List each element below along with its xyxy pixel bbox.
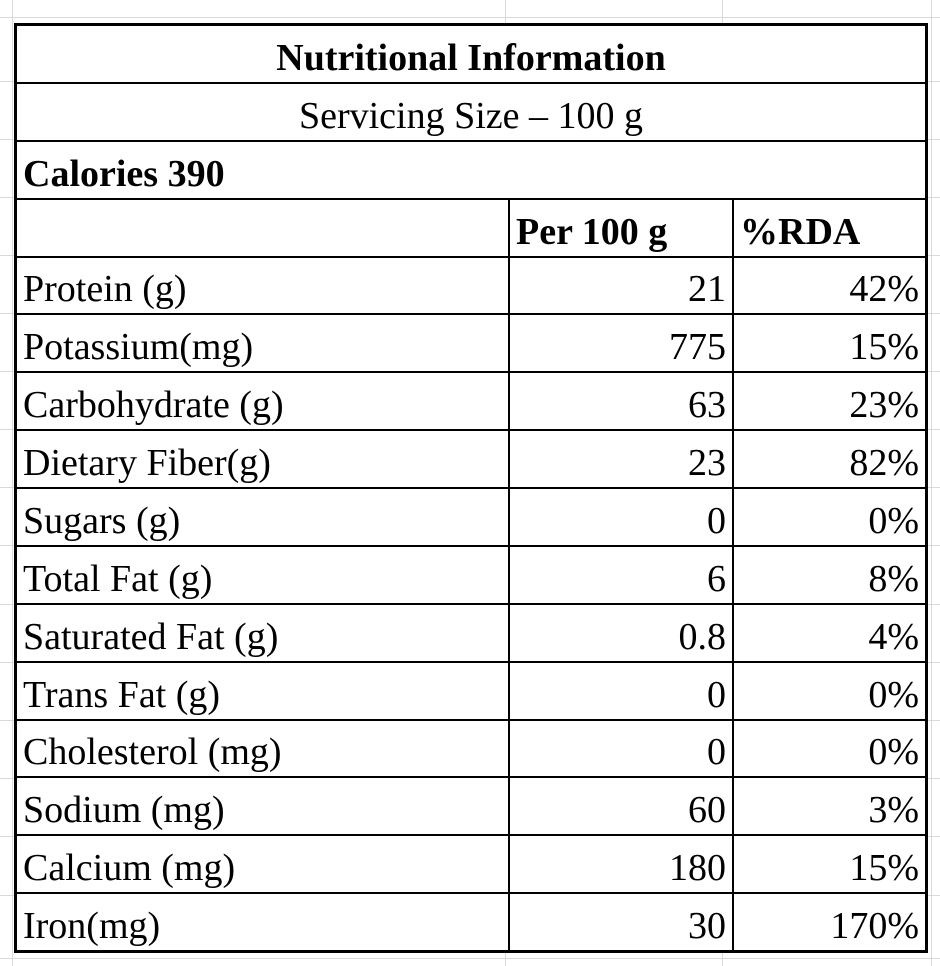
- nutrient-label-cell[interactable]: Cholesterol (mg): [17, 720, 508, 777]
- nutrient-label-cell[interactable]: Iron(mg): [17, 894, 508, 950]
- nutrient-amount-cell[interactable]: 60: [510, 778, 732, 835]
- nutrient-amount-cell[interactable]: 6: [510, 546, 732, 603]
- nutrient-amount-cell[interactable]: 30: [510, 894, 732, 950]
- nutrient-amount-cell[interactable]: 63: [510, 373, 732, 430]
- nutrient-amount-cell[interactable]: 775: [510, 315, 732, 372]
- nutrient-rda-cell[interactable]: 82%: [734, 431, 925, 487]
- nutrient-label-cell[interactable]: Carbohydrate (g): [17, 373, 508, 430]
- gridline-horizontal: [0, 17, 940, 18]
- nutrient-label-cell[interactable]: Trans Fat (g): [17, 662, 508, 719]
- nutrient-rda-cell[interactable]: 0%: [734, 662, 925, 719]
- nutrient-amount-cell[interactable]: 0: [510, 489, 732, 545]
- nutrient-amount-cell[interactable]: 21: [510, 257, 732, 314]
- nutrient-rda-cell[interactable]: 15%: [734, 836, 925, 893]
- nutrient-rda-cell[interactable]: 42%: [734, 257, 925, 314]
- nutrient-label-cell[interactable]: Sodium (mg): [17, 778, 508, 835]
- nutrient-rda-cell[interactable]: 0%: [734, 720, 925, 777]
- nutrient-label-cell[interactable]: Saturated Fat (g): [17, 604, 508, 661]
- header-empty-cell[interactable]: [17, 199, 508, 256]
- nutrient-label-cell[interactable]: Dietary Fiber(g): [17, 431, 508, 487]
- nutrient-label-cell[interactable]: Protein (g): [17, 257, 508, 314]
- nutrient-amount-cell[interactable]: 23: [510, 431, 732, 487]
- nutrient-rda-cell[interactable]: 8%: [734, 546, 925, 603]
- nutrient-label-cell[interactable]: Sugars (g): [17, 489, 508, 545]
- calories-cell[interactable]: Calories 390: [17, 141, 925, 198]
- nutrient-rda-cell[interactable]: 3%: [734, 778, 925, 835]
- nutrient-label-cell[interactable]: Total Fat (g): [17, 546, 508, 603]
- nutrient-rda-cell[interactable]: 23%: [734, 373, 925, 430]
- serving-size-cell[interactable]: Servicing Size – 100 g: [17, 83, 925, 140]
- gridline-vertical: [931, 0, 932, 966]
- nutrient-rda-cell[interactable]: 170%: [734, 894, 925, 950]
- nutrient-amount-cell[interactable]: 0: [510, 720, 732, 777]
- gridline-vertical: [12, 0, 13, 966]
- header-rda-cell[interactable]: %RDA: [734, 199, 925, 256]
- nutrient-amount-cell[interactable]: 180: [510, 836, 732, 893]
- nutrient-label-cell[interactable]: Calcium (mg): [17, 836, 508, 893]
- nutrient-label-cell[interactable]: Potassium(mg): [17, 315, 508, 372]
- nutrient-rda-cell[interactable]: 4%: [734, 604, 925, 661]
- gridline-horizontal: [0, 958, 940, 959]
- nutrition-table: Nutritional Information Servicing Size –…: [14, 23, 928, 953]
- header-amount-cell[interactable]: Per 100 g: [510, 199, 732, 256]
- nutrient-rda-cell[interactable]: 15%: [734, 315, 925, 372]
- nutrient-amount-cell[interactable]: 0: [510, 662, 732, 719]
- nutrient-rda-cell[interactable]: 0%: [734, 489, 925, 545]
- table-title-cell[interactable]: Nutritional Information: [17, 26, 925, 82]
- nutrient-amount-cell[interactable]: 0.8: [510, 604, 732, 661]
